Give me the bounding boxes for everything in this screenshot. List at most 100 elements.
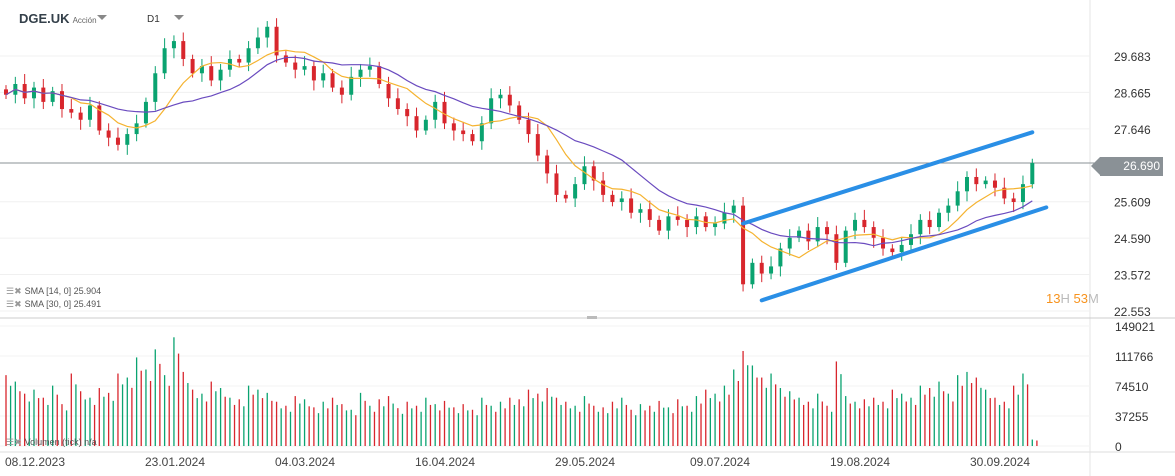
candle: [703, 216, 708, 228]
candle: [423, 119, 428, 131]
candle: [694, 216, 699, 228]
candle: [825, 227, 830, 235]
y-tick-label: 27.646: [1114, 123, 1151, 137]
current-price-tag: 26.690: [1091, 157, 1163, 176]
timeframe-dropdown-caret-icon[interactable]: [174, 15, 184, 20]
minutes-unit: M: [1087, 291, 1099, 306]
candle: [302, 66, 307, 70]
y-tick-label: 23.572: [1114, 269, 1151, 283]
candle: [619, 198, 624, 203]
candle: [414, 116, 419, 131]
x-tick-label: 08.12.2023: [5, 455, 65, 469]
candle: [573, 184, 578, 199]
settings-close-icon[interactable]: ☰✖: [6, 437, 22, 447]
candle: [964, 176, 969, 192]
candle: [759, 262, 764, 274]
candle: [358, 69, 363, 77]
candle: [442, 101, 447, 124]
y-tick-label: 22.553: [1114, 305, 1151, 319]
y-tick-label: 28.665: [1114, 86, 1151, 100]
legend-sma14[interactable]: ☰✖ SMA [14, 0] 25.904: [6, 286, 101, 297]
candle: [479, 123, 484, 142]
candle: [806, 230, 811, 242]
symbol-selector[interactable]: DGE.UK Acción: [19, 11, 97, 26]
x-tick-label: 09.07.2024: [690, 455, 750, 469]
candle: [769, 266, 774, 274]
candle: [545, 155, 550, 174]
legend-sma30[interactable]: ☰✖ SMA [30, 0] 25.491: [6, 299, 101, 310]
candle: [675, 216, 680, 220]
candle: [657, 219, 662, 231]
candle: [134, 123, 139, 135]
candle: [731, 205, 736, 213]
candle: [1011, 198, 1016, 203]
candle: [610, 194, 615, 203]
candle: [218, 69, 223, 81]
candle: [461, 130, 466, 135]
candle: [582, 166, 587, 185]
candle: [741, 205, 746, 285]
candle: [918, 219, 923, 235]
hours: 13: [1046, 291, 1061, 306]
candle: [153, 73, 158, 102]
candle: [349, 76, 354, 95]
settings-close-icon[interactable]: ☰✖: [6, 286, 22, 296]
candle: [946, 205, 951, 213]
candle: [797, 230, 802, 238]
candle: [1002, 187, 1007, 199]
candle: [647, 209, 652, 220]
candle: [890, 248, 895, 253]
candle: [22, 84, 27, 99]
sma14-line: [5, 49, 1033, 259]
trend-channel-line: [759, 205, 1049, 303]
settings-close-icon[interactable]: ☰✖: [6, 299, 22, 309]
candle: [405, 109, 410, 117]
candle: [526, 119, 531, 135]
candle: [591, 166, 596, 181]
candle: [927, 219, 932, 228]
candle: [283, 55, 288, 63]
candle: [871, 227, 876, 238]
volume-label: Volumen (tick) n/a: [24, 437, 97, 447]
candle: [125, 134, 130, 145]
candle: [629, 198, 634, 213]
timeframe-selector[interactable]: D1: [147, 14, 160, 25]
candle: [31, 87, 36, 99]
volume-tick-label: 74510: [1115, 380, 1149, 394]
x-tick-label: 04.03.2024: [275, 455, 335, 469]
candle: [992, 180, 997, 188]
candle: [377, 66, 382, 85]
candle: [778, 248, 783, 267]
candle: [246, 48, 251, 63]
x-tick-label: 19.08.2024: [830, 455, 890, 469]
candle: [909, 234, 914, 245]
legend-volume[interactable]: ☰✖ Volumen (tick) n/a: [6, 437, 97, 448]
candle: [237, 58, 242, 63]
candle: [955, 191, 960, 206]
volume-tick-label: 0: [1115, 440, 1122, 454]
candle: [87, 105, 92, 120]
candle: [834, 234, 839, 263]
hours-unit: H: [1060, 291, 1070, 306]
candle: [451, 123, 456, 131]
candle: [171, 41, 176, 49]
candle: [489, 98, 494, 124]
candle: [339, 87, 344, 95]
candle: [181, 41, 186, 59]
candle: [265, 26, 270, 38]
candle: [162, 48, 167, 74]
x-tick-label: 30.09.2024: [970, 455, 1030, 469]
candle: [59, 91, 64, 110]
x-tick-label: 29.05.2024: [555, 455, 615, 469]
symbol-dropdown-caret-icon[interactable]: [97, 15, 107, 20]
candle: [190, 58, 195, 74]
instrument-type: Acción: [72, 16, 97, 25]
candle: [554, 173, 559, 195]
symbol-name: DGE.UK: [19, 11, 70, 26]
candle: [367, 66, 372, 70]
sma30-line: [5, 56, 1033, 247]
candle: [1020, 184, 1025, 203]
candle: [787, 237, 792, 249]
